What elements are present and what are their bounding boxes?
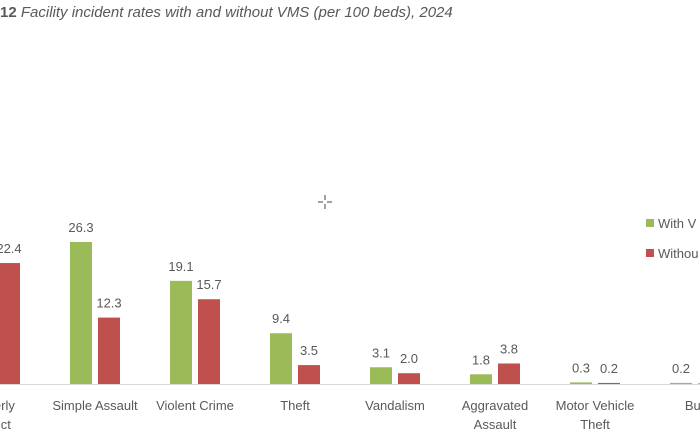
data-label: 15.7 <box>196 277 221 292</box>
data-label: 22.4 <box>0 241 22 256</box>
data-label: 1.8 <box>472 352 490 367</box>
bar-without-vms <box>398 373 420 384</box>
data-label: 19.1 <box>168 259 193 274</box>
category-tick-label: nduct <box>0 417 11 432</box>
legend-label: Withou <box>658 246 698 261</box>
bar-with-vms <box>370 367 392 384</box>
chart-title: 12 Facility incident rates with and with… <box>0 4 453 21</box>
data-label: 26.3 <box>68 220 93 235</box>
bar-with-vms <box>270 333 292 384</box>
bar-without-vms <box>198 299 220 384</box>
data-label: 3.8 <box>500 341 518 356</box>
data-label: 9.4 <box>272 311 290 326</box>
category-tick-label: Motor Vehicle <box>556 398 635 413</box>
bar-with-vms <box>570 382 592 384</box>
title-text: Facility incident rates with and without… <box>20 4 453 21</box>
bar-without-vms <box>298 365 320 384</box>
bar-without-vms <box>698 383 700 384</box>
category-tick-label: orderly <box>0 398 15 413</box>
category-tick-label: Theft <box>280 398 310 413</box>
bar-with-vms <box>470 374 492 384</box>
category-tick-label: Violent Crime <box>156 398 234 413</box>
legend-swatch <box>646 249 654 257</box>
category-tick-label: Simple Assault <box>52 398 138 413</box>
figure-number: 12 <box>0 4 17 21</box>
category-tick-label: Assault <box>474 417 517 432</box>
crosshair-cursor-icon <box>318 195 332 209</box>
data-label: 2.0 <box>400 351 418 366</box>
legend-label: With V <box>658 216 697 231</box>
category-tick-label: Vandalism <box>365 398 425 413</box>
legend-swatch <box>646 219 654 227</box>
data-label: 0.2 <box>672 361 690 376</box>
data-label: 3.1 <box>372 345 390 360</box>
bar-without-vms <box>0 263 20 384</box>
data-label: 3.5 <box>300 343 318 358</box>
bar-with-vms <box>670 382 692 384</box>
bar-with-vms <box>70 241 92 384</box>
data-label: 0.3 <box>572 360 590 375</box>
data-label: 12.3 <box>96 296 121 311</box>
category-tick-label: Aggravated <box>462 398 529 413</box>
bar-without-vms <box>498 363 520 384</box>
bar-without-vms <box>598 382 620 384</box>
bar-with-vms <box>170 280 192 384</box>
data-label: 0.2 <box>600 361 618 376</box>
category-tick-label: Bur <box>685 398 700 413</box>
category-tick-label: Theft <box>580 417 610 432</box>
bar-without-vms <box>98 317 120 384</box>
